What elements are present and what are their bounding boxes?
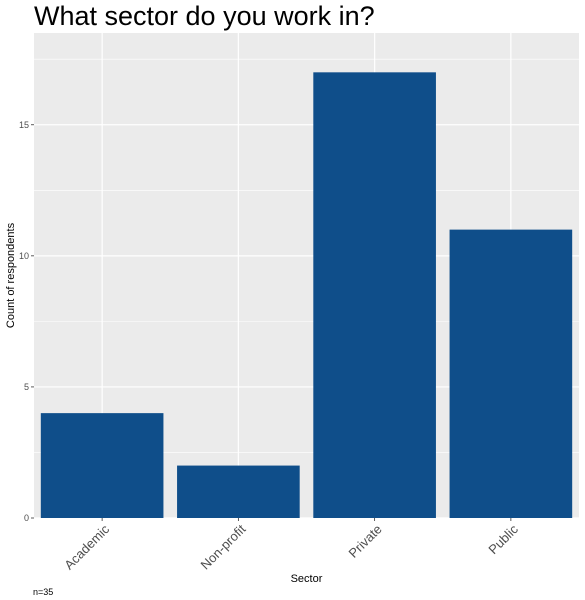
x-axis-ticks: Academic Non-profit Private Public [61,518,521,572]
y-tick-label: 10 [19,251,29,261]
y-tick-label: 5 [24,382,29,392]
bars [40,72,573,518]
x-tick-label: Non-profit [198,521,249,572]
y-axis-title: Count of respondents [5,222,17,328]
sample-size-caption: n=35 [33,587,54,597]
x-tick-label: Academic [61,521,112,572]
y-tick-label: 0 [24,513,29,523]
bar-private [313,72,436,518]
bar-academic [40,413,164,518]
x-tick-label: Private [346,522,385,561]
chart-title: What sector do you work in? [34,1,375,31]
x-tick-label: Public [485,521,521,557]
bar-public [449,229,573,518]
y-tick-label: 15 [19,120,29,130]
bar-non-profit [177,465,300,518]
y-axis-ticks: 0 5 10 15 [19,120,34,523]
x-axis-title: Sector [291,573,323,585]
